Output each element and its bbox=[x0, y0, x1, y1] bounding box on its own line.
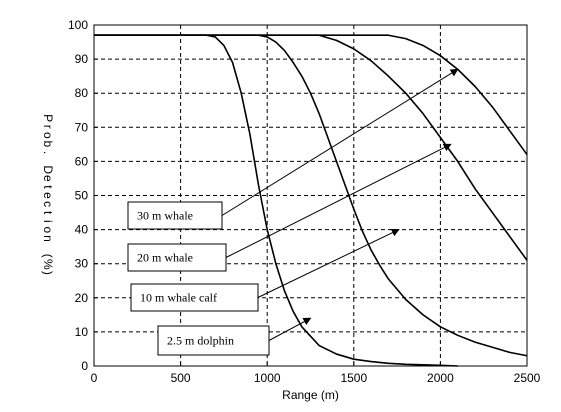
y-axis-label-char: t bbox=[41, 185, 55, 189]
annotation-label: 30 m whale bbox=[137, 209, 193, 223]
y-axis-label-char: i bbox=[41, 220, 55, 223]
y-tick-label: 30 bbox=[75, 257, 89, 271]
x-tick-label: 0 bbox=[91, 371, 98, 385]
x-tick-label: 1000 bbox=[254, 371, 281, 385]
y-axis-label-char: ) bbox=[41, 271, 55, 275]
annotation-label: 2.5 m dolphin bbox=[167, 334, 234, 348]
annotation-arrow bbox=[225, 143, 452, 258]
annotation-2: 20 m whale bbox=[127, 143, 452, 272]
x-axis-label: Range (m) bbox=[282, 388, 339, 402]
series-line-1 bbox=[94, 34, 458, 367]
y-tick-label: 70 bbox=[75, 120, 89, 134]
x-tick-label: 1500 bbox=[340, 371, 367, 385]
series-line-3 bbox=[94, 34, 528, 261]
series-line-2 bbox=[94, 34, 528, 357]
annotation-label: 20 m whale bbox=[137, 251, 193, 265]
annotation-arrow bbox=[257, 229, 400, 298]
y-tick-label: 60 bbox=[75, 154, 89, 168]
y-tick-label: 10 bbox=[75, 325, 89, 339]
y-tick-label: 0 bbox=[81, 359, 88, 373]
y-axis-label-char: t bbox=[41, 211, 55, 215]
y-tick-label: 50 bbox=[75, 189, 89, 203]
annotation-box bbox=[127, 243, 227, 272]
annotation-arrow bbox=[221, 68, 459, 216]
y-axis-label-char: e bbox=[41, 192, 55, 199]
y-tick-label: 20 bbox=[75, 291, 89, 305]
annotation-3: 10 m whale calf bbox=[130, 229, 400, 312]
y-axis-label-char: ( bbox=[41, 254, 55, 258]
annotation-box bbox=[127, 201, 223, 230]
tick-labels: 0 500 1000 1500 2000 2500 0 10 20 30 40 50 60 70 80 90 1… bbox=[68, 18, 541, 385]
y-tick-label: 80 bbox=[75, 86, 89, 100]
x-tick-label: 2500 bbox=[514, 371, 541, 385]
series-line-4 bbox=[94, 34, 528, 156]
y-axis-label-char: e bbox=[41, 175, 55, 182]
annotation-label: 10 m whale calf bbox=[140, 291, 217, 305]
annotation-box bbox=[130, 283, 259, 312]
y-tick-label: 90 bbox=[75, 52, 89, 66]
y-axis-label-char: % bbox=[41, 259, 55, 270]
annotation-4: 2.5 m dolphin bbox=[157, 317, 312, 356]
y-axis-label-char: o bbox=[41, 132, 55, 139]
y-tick-label: 100 bbox=[68, 18, 88, 32]
x-tick-label: 500 bbox=[171, 371, 191, 385]
y-axis-label-char: c bbox=[41, 201, 55, 207]
y-axis-label-char: P bbox=[41, 114, 55, 122]
annotation-box bbox=[157, 325, 270, 356]
annotation-1: 30 m whale bbox=[127, 68, 459, 230]
y-axis-label-char: . bbox=[41, 151, 55, 154]
y-axis-label-char: n bbox=[41, 235, 55, 242]
annotations: 30 m whale 20 m whale 10 m whale calf 2.5 m… bbox=[127, 68, 459, 356]
series-group bbox=[94, 34, 528, 367]
y-tick-label: 40 bbox=[75, 223, 89, 237]
y-axis-label-char: D bbox=[41, 165, 55, 174]
annotation-arrow bbox=[268, 317, 312, 341]
y-axis-label-char: o bbox=[41, 227, 55, 234]
y-axis-label-char: r bbox=[41, 125, 55, 129]
x-tick-label: 2000 bbox=[427, 371, 454, 385]
grid bbox=[94, 25, 527, 366]
y-axis-label-char: b bbox=[41, 141, 55, 148]
